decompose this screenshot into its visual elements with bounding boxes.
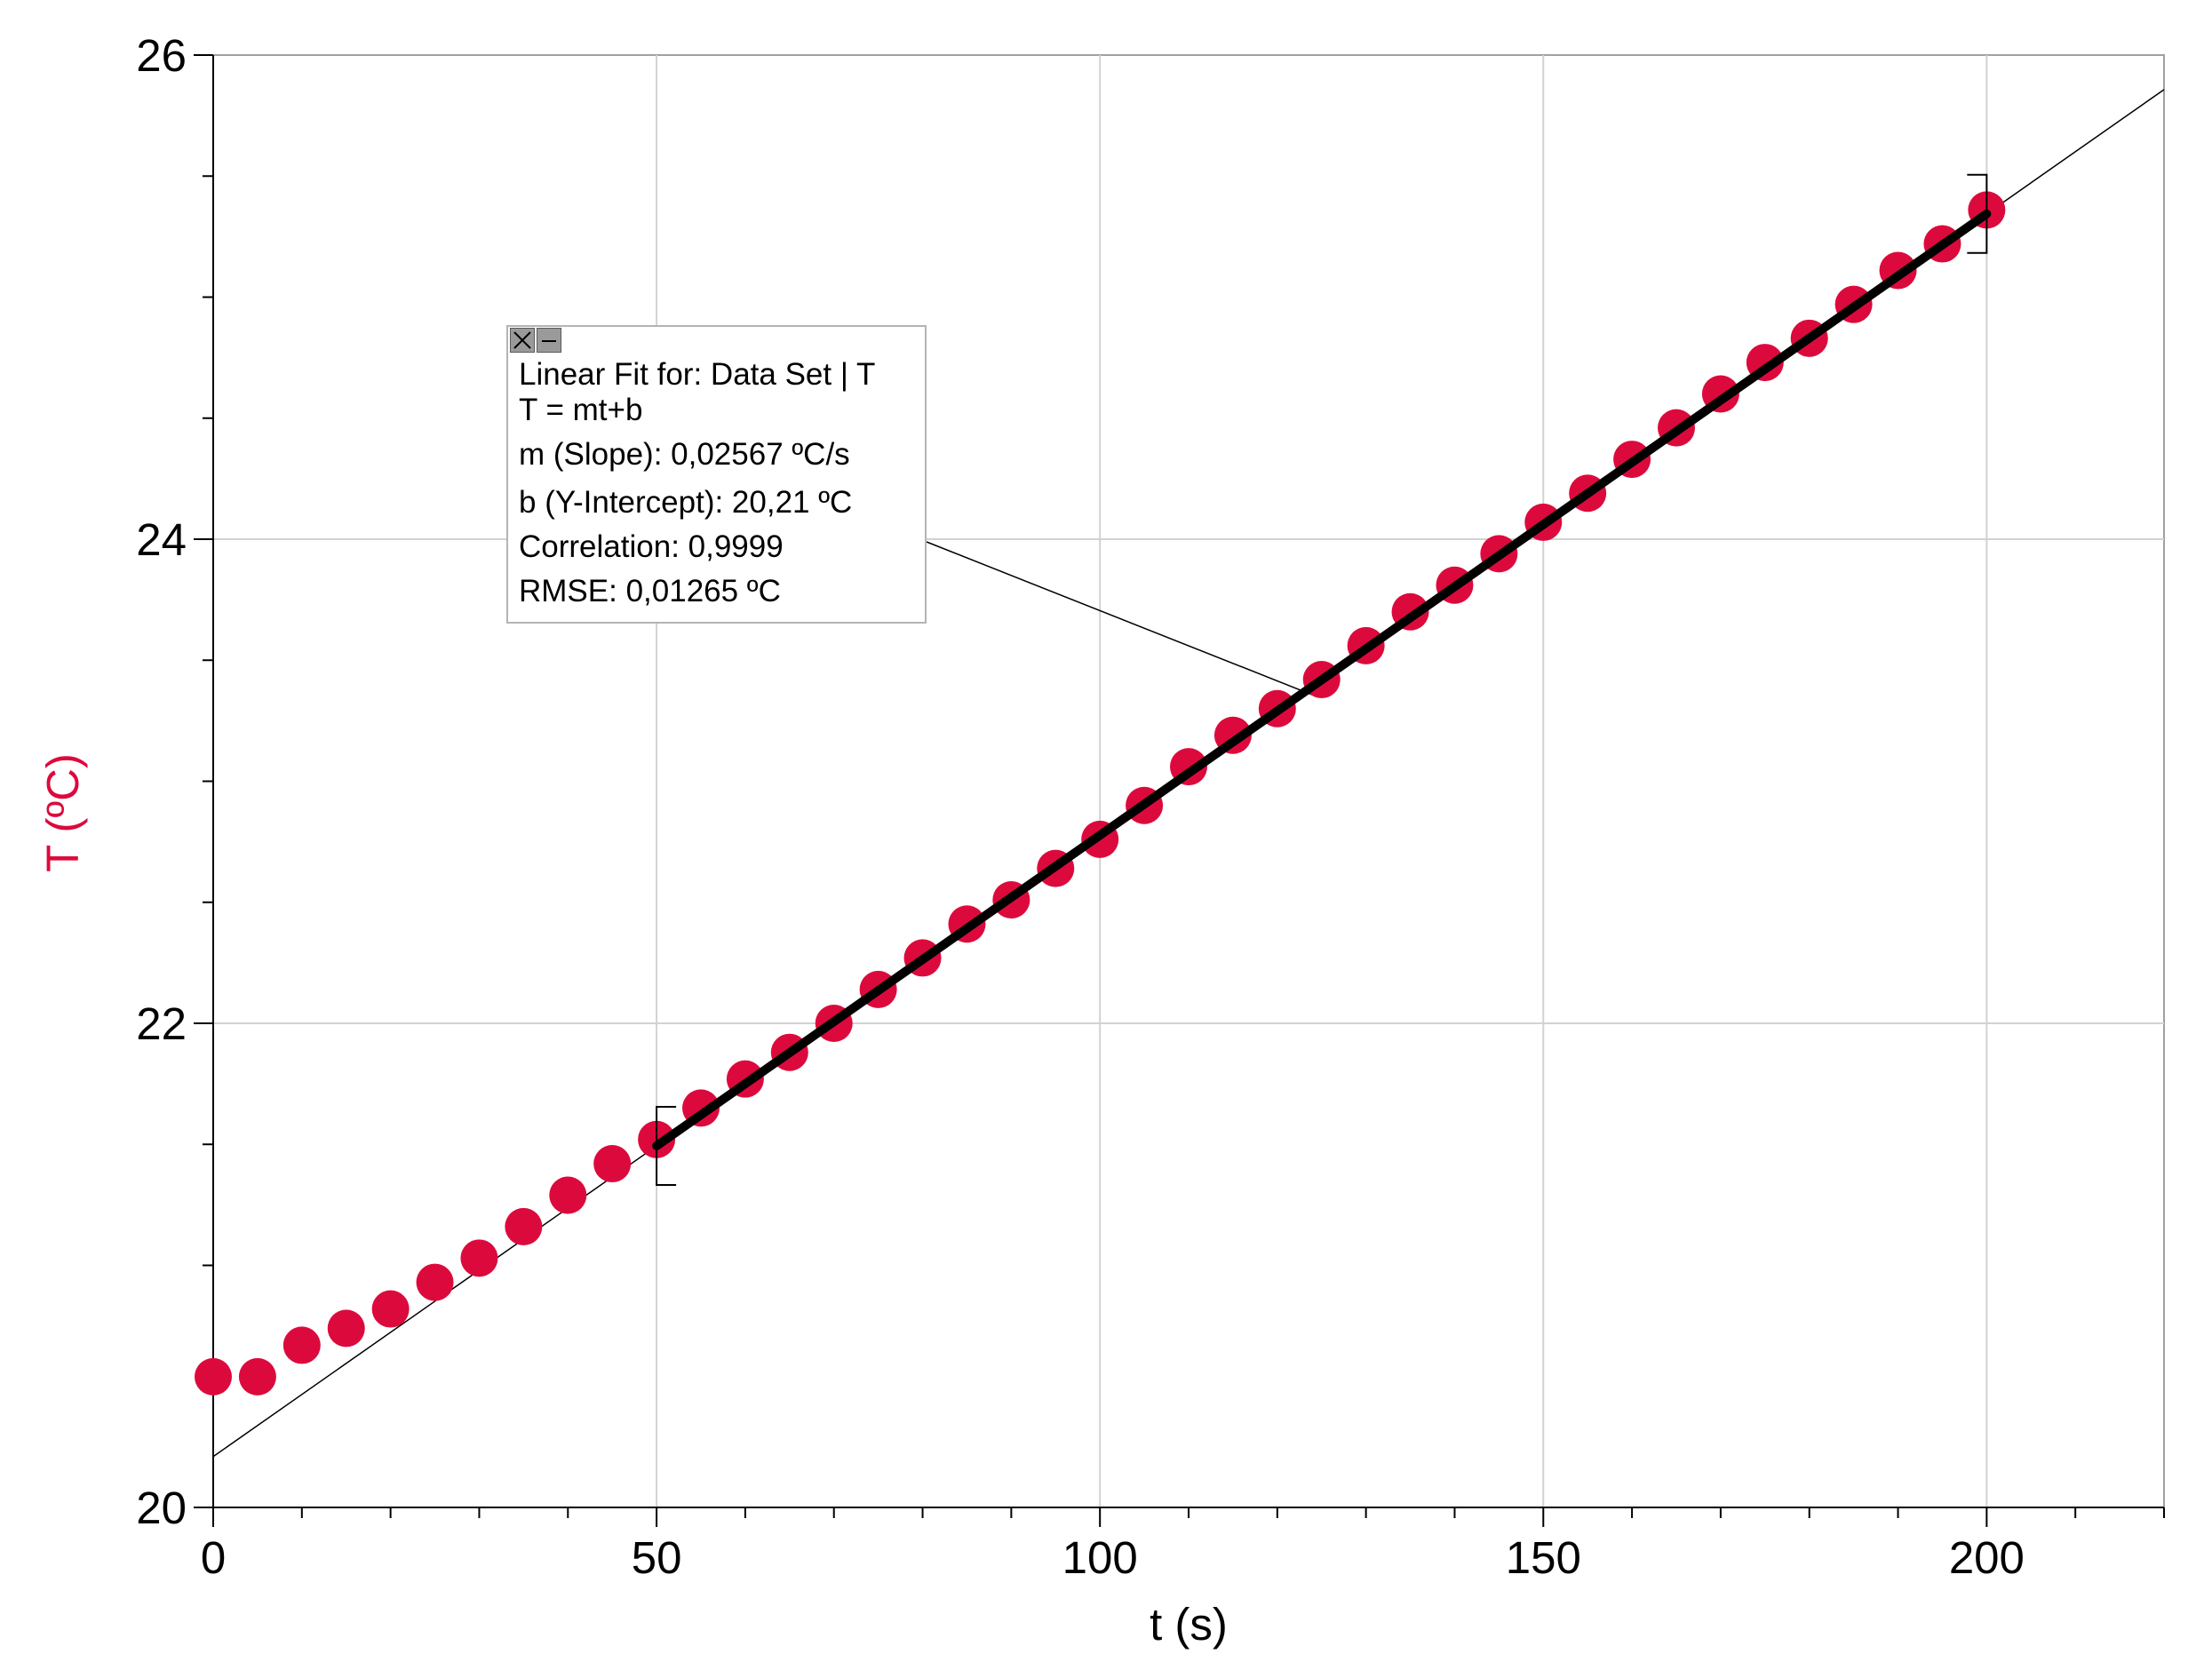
y-tick-label: 20 xyxy=(136,1483,187,1533)
x-axis-label: t (s) xyxy=(1150,1599,1228,1650)
close-button[interactable] xyxy=(510,328,535,353)
fit-header: Linear Fit for: Data Set | T xyxy=(519,357,876,392)
fit-line xyxy=(652,209,1992,1151)
y-tick-label: 22 xyxy=(136,998,187,1049)
tick-labels: 0 50 100 150 200 20 22 24 26 xyxy=(136,30,2025,1583)
annotation-buttons xyxy=(510,328,563,353)
data-point xyxy=(282,1326,321,1364)
y-axis-label: T (ºC) xyxy=(37,753,88,872)
minimize-icon xyxy=(542,340,556,342)
fit-equation: T = mt+b xyxy=(519,393,643,427)
fit-callout-line xyxy=(926,541,1314,696)
data-point xyxy=(327,1309,365,1348)
y-tick-label: 26 xyxy=(136,30,187,81)
x-tick-label: 50 xyxy=(632,1532,682,1583)
data-point xyxy=(195,1357,232,1396)
fit-rmse: RMSE: 0,01265 ºC xyxy=(519,574,781,608)
fit-intercept: b (Y-Intercept): 20,21 ºC xyxy=(519,485,853,520)
data-point xyxy=(238,1357,276,1396)
fit-correlation: Correlation: 0,9999 xyxy=(519,529,784,564)
data-point xyxy=(593,1145,632,1183)
ticks xyxy=(194,54,2165,1527)
close-icon xyxy=(513,331,531,349)
range-bracket-left[interactable] xyxy=(656,1106,677,1187)
linear-fit-annotation[interactable]: Linear Fit for: Data Set | T T = mt+b m … xyxy=(506,325,927,624)
data-point xyxy=(416,1263,454,1301)
data-point xyxy=(460,1239,498,1277)
y-tick-label: 24 xyxy=(136,514,187,565)
x-tick-label: 150 xyxy=(1506,1532,1581,1583)
range-bracket-right[interactable] xyxy=(1967,173,1988,254)
minimize-button[interactable] xyxy=(537,328,561,353)
data-point xyxy=(371,1290,410,1328)
x-tick-label: 100 xyxy=(1062,1532,1138,1583)
data-point xyxy=(549,1176,587,1214)
x-tick-label: 0 xyxy=(201,1532,226,1583)
data-point xyxy=(505,1207,543,1245)
fit-slope: m (Slope): 0,02567 ºC/s xyxy=(519,437,850,472)
x-tick-label: 200 xyxy=(1949,1532,2025,1583)
